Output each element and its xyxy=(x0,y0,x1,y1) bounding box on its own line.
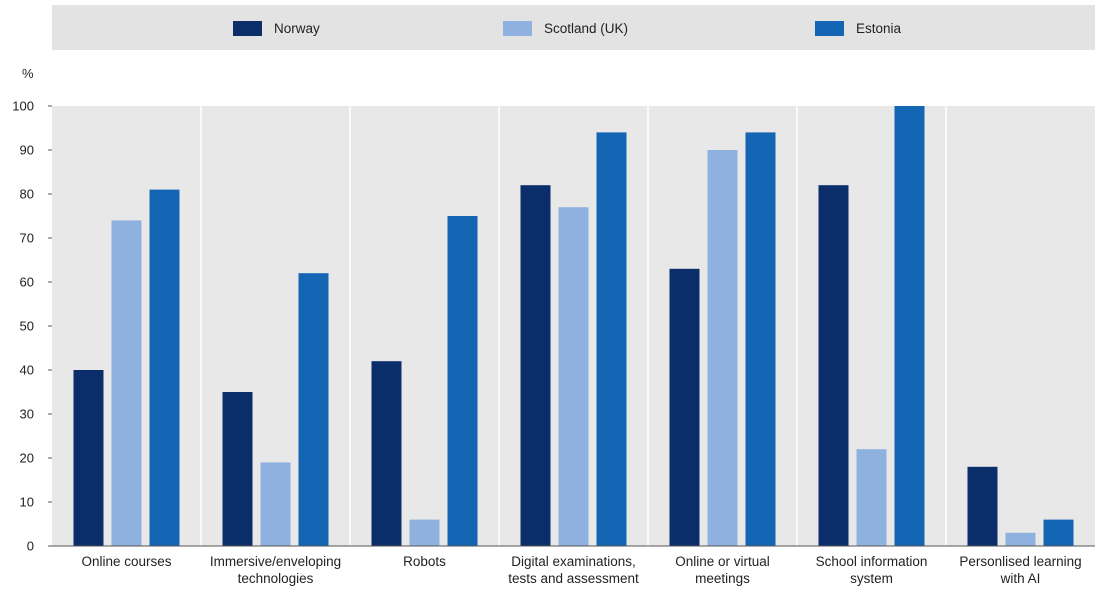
bar-scotland-uk-1 xyxy=(260,462,291,546)
category-separators xyxy=(200,106,947,546)
legend-swatch xyxy=(503,21,532,36)
y-tick-label: 0 xyxy=(27,539,34,554)
legend-swatch xyxy=(815,21,844,36)
bar-estonia-2 xyxy=(447,216,478,546)
bar-norway-6 xyxy=(967,466,998,546)
x-category-label: Personlised learning with AI xyxy=(959,554,1081,586)
y-tick-label: 90 xyxy=(20,143,34,158)
bar-norway-3 xyxy=(520,185,551,546)
bar-norway-5 xyxy=(818,185,849,546)
y-tick-label: 100 xyxy=(12,99,34,114)
bar-scotland-uk-3 xyxy=(558,207,589,546)
y-tick-label: 40 xyxy=(20,363,34,378)
bar-norway-4 xyxy=(669,268,700,546)
y-tick-label: 70 xyxy=(20,231,34,246)
y-tick-label: 30 xyxy=(20,407,34,422)
bar-scotland-uk-0 xyxy=(111,220,142,546)
x-category-label: Online courses xyxy=(81,554,171,569)
y-tick-label: 50 xyxy=(20,319,34,334)
bar-norway-0 xyxy=(73,370,104,546)
legend: Norway Scotland (UK) Estonia xyxy=(233,21,902,36)
y-tick-label: 80 xyxy=(20,187,34,202)
bar-norway-1 xyxy=(222,392,253,546)
y-tick-label: 20 xyxy=(20,451,34,466)
x-axis-labels: Online courses Immersive/enveloping techno… xyxy=(81,554,1081,586)
x-category-label: Immersive/enveloping technologies xyxy=(210,554,341,586)
y-tick-label: 60 xyxy=(20,275,34,290)
bar-estonia-4 xyxy=(745,132,776,546)
x-category-label: Digital examinations, tests and assessmen… xyxy=(508,554,639,586)
x-category-label: School information system xyxy=(816,554,928,586)
bar-estonia-1 xyxy=(298,273,329,546)
y-axis-label: % xyxy=(22,66,34,81)
y-axis-ticks: 0 10 20 30 40 50 60 70 80 90 100 xyxy=(12,99,52,554)
legend-label: Estonia xyxy=(856,21,902,36)
x-category-label: Robots xyxy=(403,554,446,569)
bar-scotland-uk-2 xyxy=(409,519,440,546)
y-tick-label: 10 xyxy=(20,495,34,510)
x-category-label: Online or virtual meetings xyxy=(675,554,770,586)
bar-estonia-6 xyxy=(1043,519,1074,546)
bar-scotland-uk-6 xyxy=(1005,532,1036,546)
bar-estonia-3 xyxy=(596,132,627,546)
legend-swatch xyxy=(233,21,262,36)
bar-scotland-uk-5 xyxy=(856,449,887,546)
bar-estonia-0 xyxy=(149,189,180,546)
bars xyxy=(73,106,1074,546)
legend-panel xyxy=(52,5,1095,50)
bar-norway-2 xyxy=(371,361,402,546)
bar-estonia-5 xyxy=(894,106,925,546)
bar-scotland-uk-4 xyxy=(707,150,738,546)
legend-label: Norway xyxy=(274,21,320,36)
legend-label: Scotland (UK) xyxy=(544,21,628,36)
